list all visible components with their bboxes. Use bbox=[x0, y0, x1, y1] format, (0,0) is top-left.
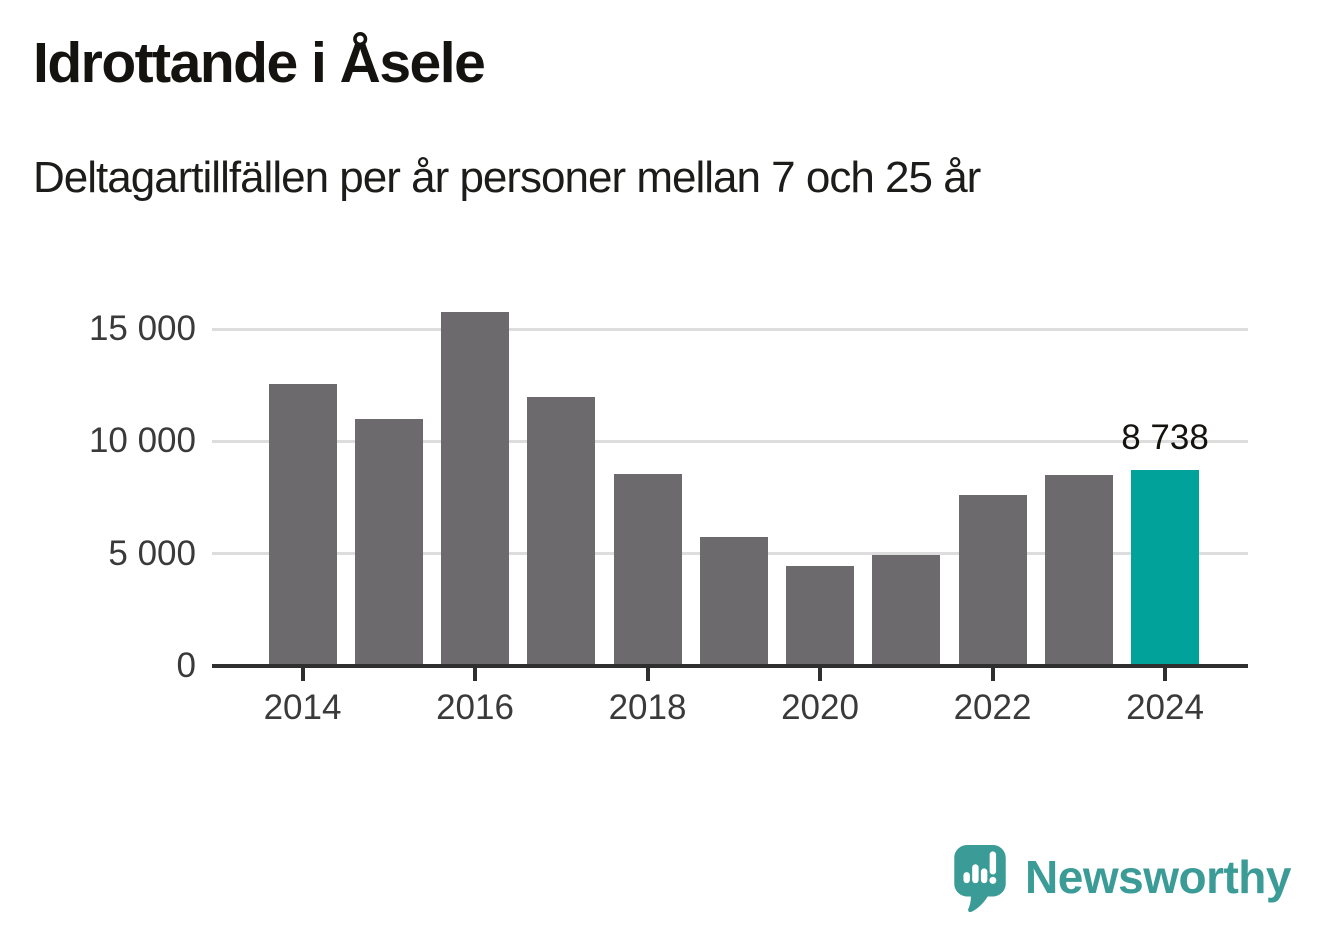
bar-2017 bbox=[527, 396, 596, 666]
bar-2024 bbox=[1131, 469, 1199, 666]
bar-2019 bbox=[699, 536, 768, 666]
y-tick-label: 5 000 bbox=[108, 533, 196, 573]
x-tick-label-2018: 2018 bbox=[608, 688, 687, 727]
brand-name: Newsworthy bbox=[1025, 851, 1291, 903]
x-tick-label-2016: 2016 bbox=[436, 688, 514, 727]
gridline-10000 bbox=[212, 439, 1248, 443]
x-tick-label-2020: 2020 bbox=[781, 688, 859, 727]
x-axis-line bbox=[212, 664, 1248, 668]
x-tick-mark bbox=[818, 668, 822, 681]
chart-subtitle: Deltagartillfällen per år personer mella… bbox=[33, 153, 981, 202]
bar-2015 bbox=[354, 419, 423, 666]
highlighted-bar-value-label: 8 738 bbox=[1121, 417, 1209, 457]
x-tick-mark bbox=[300, 668, 305, 681]
x-tick-mark bbox=[1163, 668, 1167, 681]
x-tick-label-2014: 2014 bbox=[263, 688, 342, 727]
y-tick-label: 10 000 bbox=[88, 421, 196, 461]
x-tick-mark bbox=[990, 668, 995, 681]
x-tick-mark bbox=[645, 668, 650, 681]
y-tick-label: 15 000 bbox=[88, 309, 196, 349]
bar-2023 bbox=[1044, 475, 1113, 666]
bar-2022 bbox=[958, 495, 1027, 666]
brand-footer: Newsworthy bbox=[954, 845, 1291, 913]
y-tick-label: 0 bbox=[176, 646, 196, 685]
bar-2018 bbox=[613, 474, 682, 666]
chart-title: Idrottande i Åsele bbox=[33, 31, 486, 95]
newsworthy-logo-icon bbox=[954, 845, 1006, 913]
gridline-15000 bbox=[212, 327, 1248, 331]
plot-area: 2014 2016 2018 2020 2022 2024 8 738 bbox=[212, 300, 1248, 725]
x-tick-label-2024: 2024 bbox=[1126, 688, 1204, 727]
bar-2020 bbox=[786, 566, 854, 666]
bar-2016 bbox=[441, 312, 509, 666]
x-tick-label-2022: 2022 bbox=[953, 688, 1032, 727]
bar-2021 bbox=[872, 554, 941, 666]
x-tick-mark bbox=[473, 668, 477, 681]
bar-2014 bbox=[268, 384, 337, 666]
y-axis: 0 5 000 10 000 15 000 bbox=[0, 300, 196, 685]
